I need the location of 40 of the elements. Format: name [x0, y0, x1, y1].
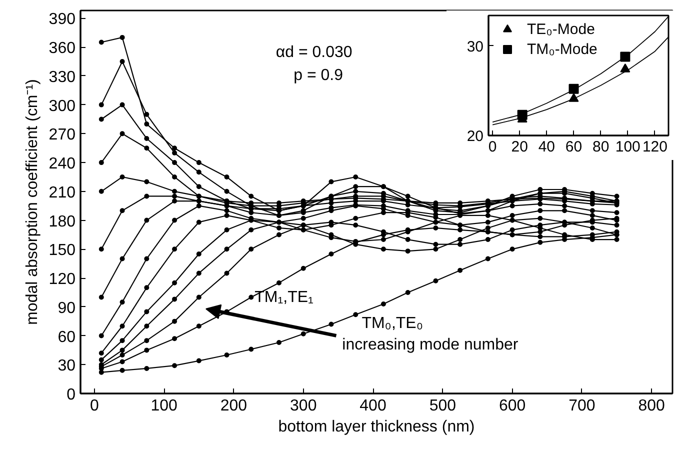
x-tick-label: 400	[360, 398, 386, 414]
annotation: TM₁,TE₁	[254, 288, 314, 306]
x-tick-label: 600	[498, 398, 526, 414]
y-tick-label: 0	[66, 386, 76, 404]
x-tick-label: 700	[568, 398, 596, 414]
y-tick-label: 360	[48, 40, 76, 58]
y-tick-label: 210	[48, 184, 76, 202]
y-tick-label: 270	[48, 126, 76, 144]
x-tick-label: 0	[488, 138, 497, 156]
x-tick-label: 120	[642, 138, 668, 156]
y-tick-label: 90	[58, 300, 76, 317]
y-tick-label: 300	[48, 98, 76, 115]
x-tick-label: 300	[290, 398, 317, 414]
y-tick-label: 30	[58, 358, 76, 375]
x-axis-title: bottom layer thickness (nm)	[278, 418, 475, 436]
y-tick-label: 330	[48, 68, 76, 86]
annotation: p = 0.9	[294, 67, 344, 84]
annotation: TM₀,TE₀	[362, 314, 423, 332]
x-tick-label: 100	[615, 138, 640, 156]
x-tick-label: 100	[150, 398, 178, 414]
x-tick-label: 0	[90, 398, 99, 414]
x-tick-label: 500	[429, 398, 456, 414]
x-tick-label: 80	[592, 138, 610, 156]
y-tick-label: 150	[48, 242, 76, 260]
x-tick-label: 800	[638, 398, 666, 414]
x-tick-label: 40	[538, 138, 556, 156]
annotation: αd = 0.030	[276, 44, 352, 62]
x-tick-label: 60	[565, 138, 582, 156]
x-tick-label: 200	[220, 398, 248, 414]
y-tick-label: 240	[48, 156, 76, 173]
legend-label: TM₀-Mode	[527, 40, 598, 58]
y-axis-title: modal absorption coefficient (cm⁻¹)	[24, 79, 41, 325]
y-tick-label: 120	[48, 271, 76, 288]
y-tick-label: 60	[58, 328, 76, 346]
y-tick-label: 180	[48, 213, 76, 230]
y-tick-label: 390	[48, 11, 76, 28]
x-tick-label: 20	[511, 138, 528, 156]
legend-label: TE₀-Mode	[527, 20, 595, 38]
annotation: increasing mode number	[342, 336, 519, 354]
y-tick-label: 30	[466, 38, 484, 56]
